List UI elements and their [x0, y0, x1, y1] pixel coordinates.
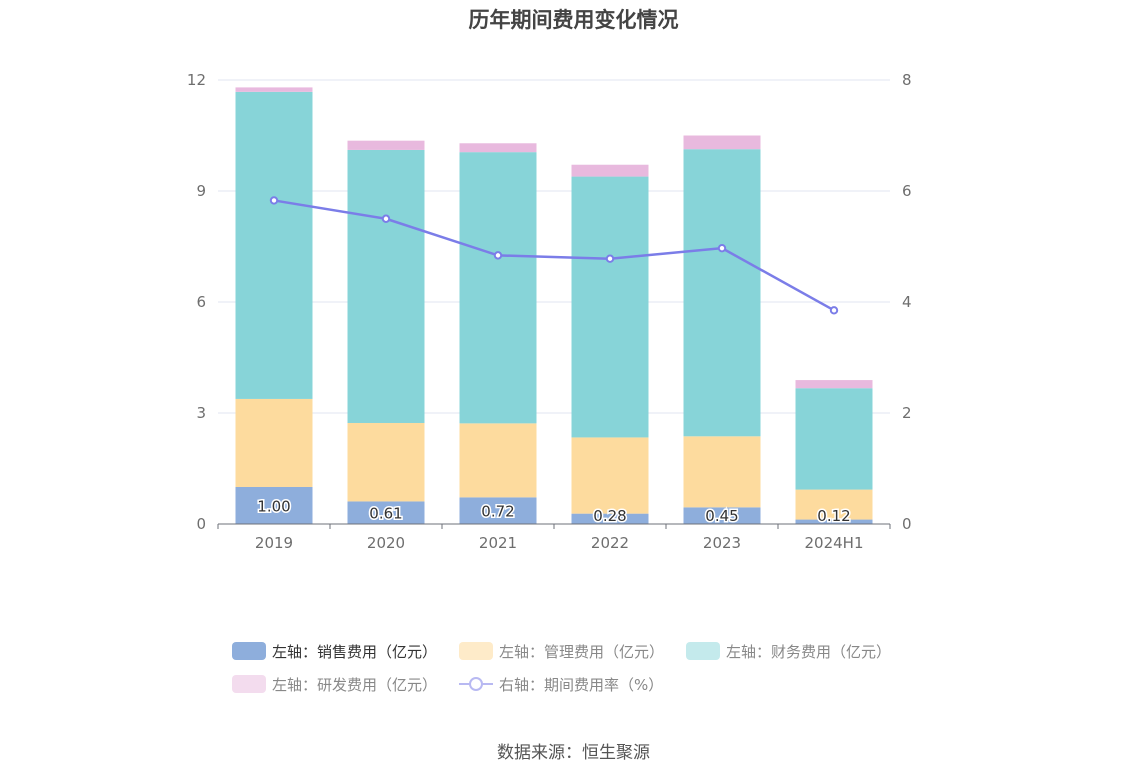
y-left-tick-label: 9	[196, 182, 206, 200]
axes: 0 3 6 9 12 0 2 4 6 8 2019 2020 2021 2022 2023 2024H1	[187, 71, 912, 552]
bar-segment	[347, 140, 425, 150]
rate-point	[269, 196, 279, 205]
bar-segment	[683, 149, 761, 437]
y-left-tick-label: 0	[196, 515, 206, 533]
y-left-tick-label: 12	[187, 71, 206, 89]
data-label: 0.61	[369, 505, 402, 523]
bar-segment	[571, 176, 649, 438]
legend-row: 左轴：研发费用（亿元） 右轴：期间费用率（%）	[232, 673, 932, 695]
y-right-tick-label: 0	[902, 515, 912, 533]
y-right-tick-label: 8	[902, 71, 912, 89]
rate-line	[273, 199, 835, 312]
data-label: 0.28	[593, 507, 626, 525]
bar-segment	[235, 487, 313, 524]
legend-swatch-admin	[459, 642, 494, 660]
bar-segment	[347, 501, 425, 524]
legend-swatch-rd	[232, 675, 266, 693]
source-note: 数据来源：恒生聚源	[497, 743, 650, 763]
y-right-tick-label: 4	[902, 293, 912, 311]
bar-segment	[459, 497, 537, 524]
bar-segment	[347, 149, 425, 423]
legend-swatch-rate	[459, 677, 494, 691]
chart-title: 历年期间费用变化情况	[468, 8, 679, 32]
legend-item-finance[interactable]: 左轴：财务费用（亿元）	[686, 640, 891, 662]
x-tick-label: 2022	[591, 534, 629, 552]
data-label: 1.00	[257, 498, 290, 516]
line-series	[269, 196, 839, 315]
x-tick-label: 2020	[367, 534, 405, 552]
legend-item-rd[interactable]: 左轴：研发费用（亿元）	[232, 673, 437, 695]
data-label: 0.72	[481, 503, 514, 521]
y-right-tick-label: 6	[902, 182, 912, 200]
bar-segment	[347, 422, 425, 502]
rate-point	[381, 214, 391, 223]
bar-segment	[235, 398, 313, 487]
rate-point	[605, 254, 615, 263]
bar-segment	[683, 436, 761, 508]
bar-segment	[235, 91, 313, 399]
x-tick-label: 2023	[703, 534, 741, 552]
legend-label-finance: 左轴：财务费用（亿元）	[726, 642, 892, 661]
data-label: 0.12	[817, 507, 850, 525]
x-tick-label: 2024H1	[805, 534, 864, 552]
y-right-tick-label: 2	[902, 404, 912, 422]
data-labels: 1.00 0.61 0.72 0.28 0.45 0.12	[256, 496, 852, 527]
legend-swatch-finance	[686, 642, 721, 660]
rate-point	[717, 243, 727, 253]
y-left-tick-label: 6	[196, 293, 206, 311]
bar-segment	[683, 135, 761, 150]
legend-row: 左轴：销售费用（亿元） 左轴：管理费用（亿元） 左轴：财务费用（亿元）	[232, 640, 932, 662]
data-label: 0.45	[705, 507, 738, 525]
rate-point	[493, 251, 503, 260]
legend-item-admin[interactable]: 左轴：管理费用（亿元）	[459, 640, 664, 662]
bar-segment	[571, 513, 649, 524]
bar-segment	[795, 380, 873, 389]
bar-segment	[795, 519, 873, 524]
bar-series	[235, 87, 873, 524]
bar-segment	[235, 87, 313, 92]
legend-item-rate[interactable]: 右轴：期间费用率（%）	[459, 673, 663, 695]
bar-segment	[459, 423, 537, 498]
bar-segment	[571, 164, 649, 177]
legend-label-rate: 右轴：期间费用率（%）	[499, 675, 664, 694]
bar-segment	[459, 143, 537, 153]
x-tick-label: 2019	[255, 534, 293, 552]
grid-lines	[218, 79, 890, 414]
legend-label-admin: 左轴：管理费用（亿元）	[499, 642, 665, 661]
bar-segment	[571, 437, 649, 514]
legend-swatch-sales	[232, 642, 266, 660]
x-tick-label: 2021	[479, 534, 517, 552]
bar-segment	[795, 388, 873, 490]
bar-segment	[795, 489, 873, 520]
legend-item-sales[interactable]: 左轴：销售费用（亿元）	[232, 640, 437, 662]
bar-segment	[459, 152, 537, 424]
rate-point	[829, 306, 839, 315]
legend-label-rd: 左轴：研发费用（亿元）	[272, 675, 438, 694]
legend: 左轴：销售费用（亿元） 左轴：管理费用（亿元） 左轴：财务费用（亿元） 左轴：研…	[232, 640, 932, 706]
legend-label-sales: 左轴：销售费用（亿元）	[272, 642, 438, 661]
bar-segment	[683, 507, 761, 524]
y-left-tick-label: 3	[196, 404, 206, 422]
